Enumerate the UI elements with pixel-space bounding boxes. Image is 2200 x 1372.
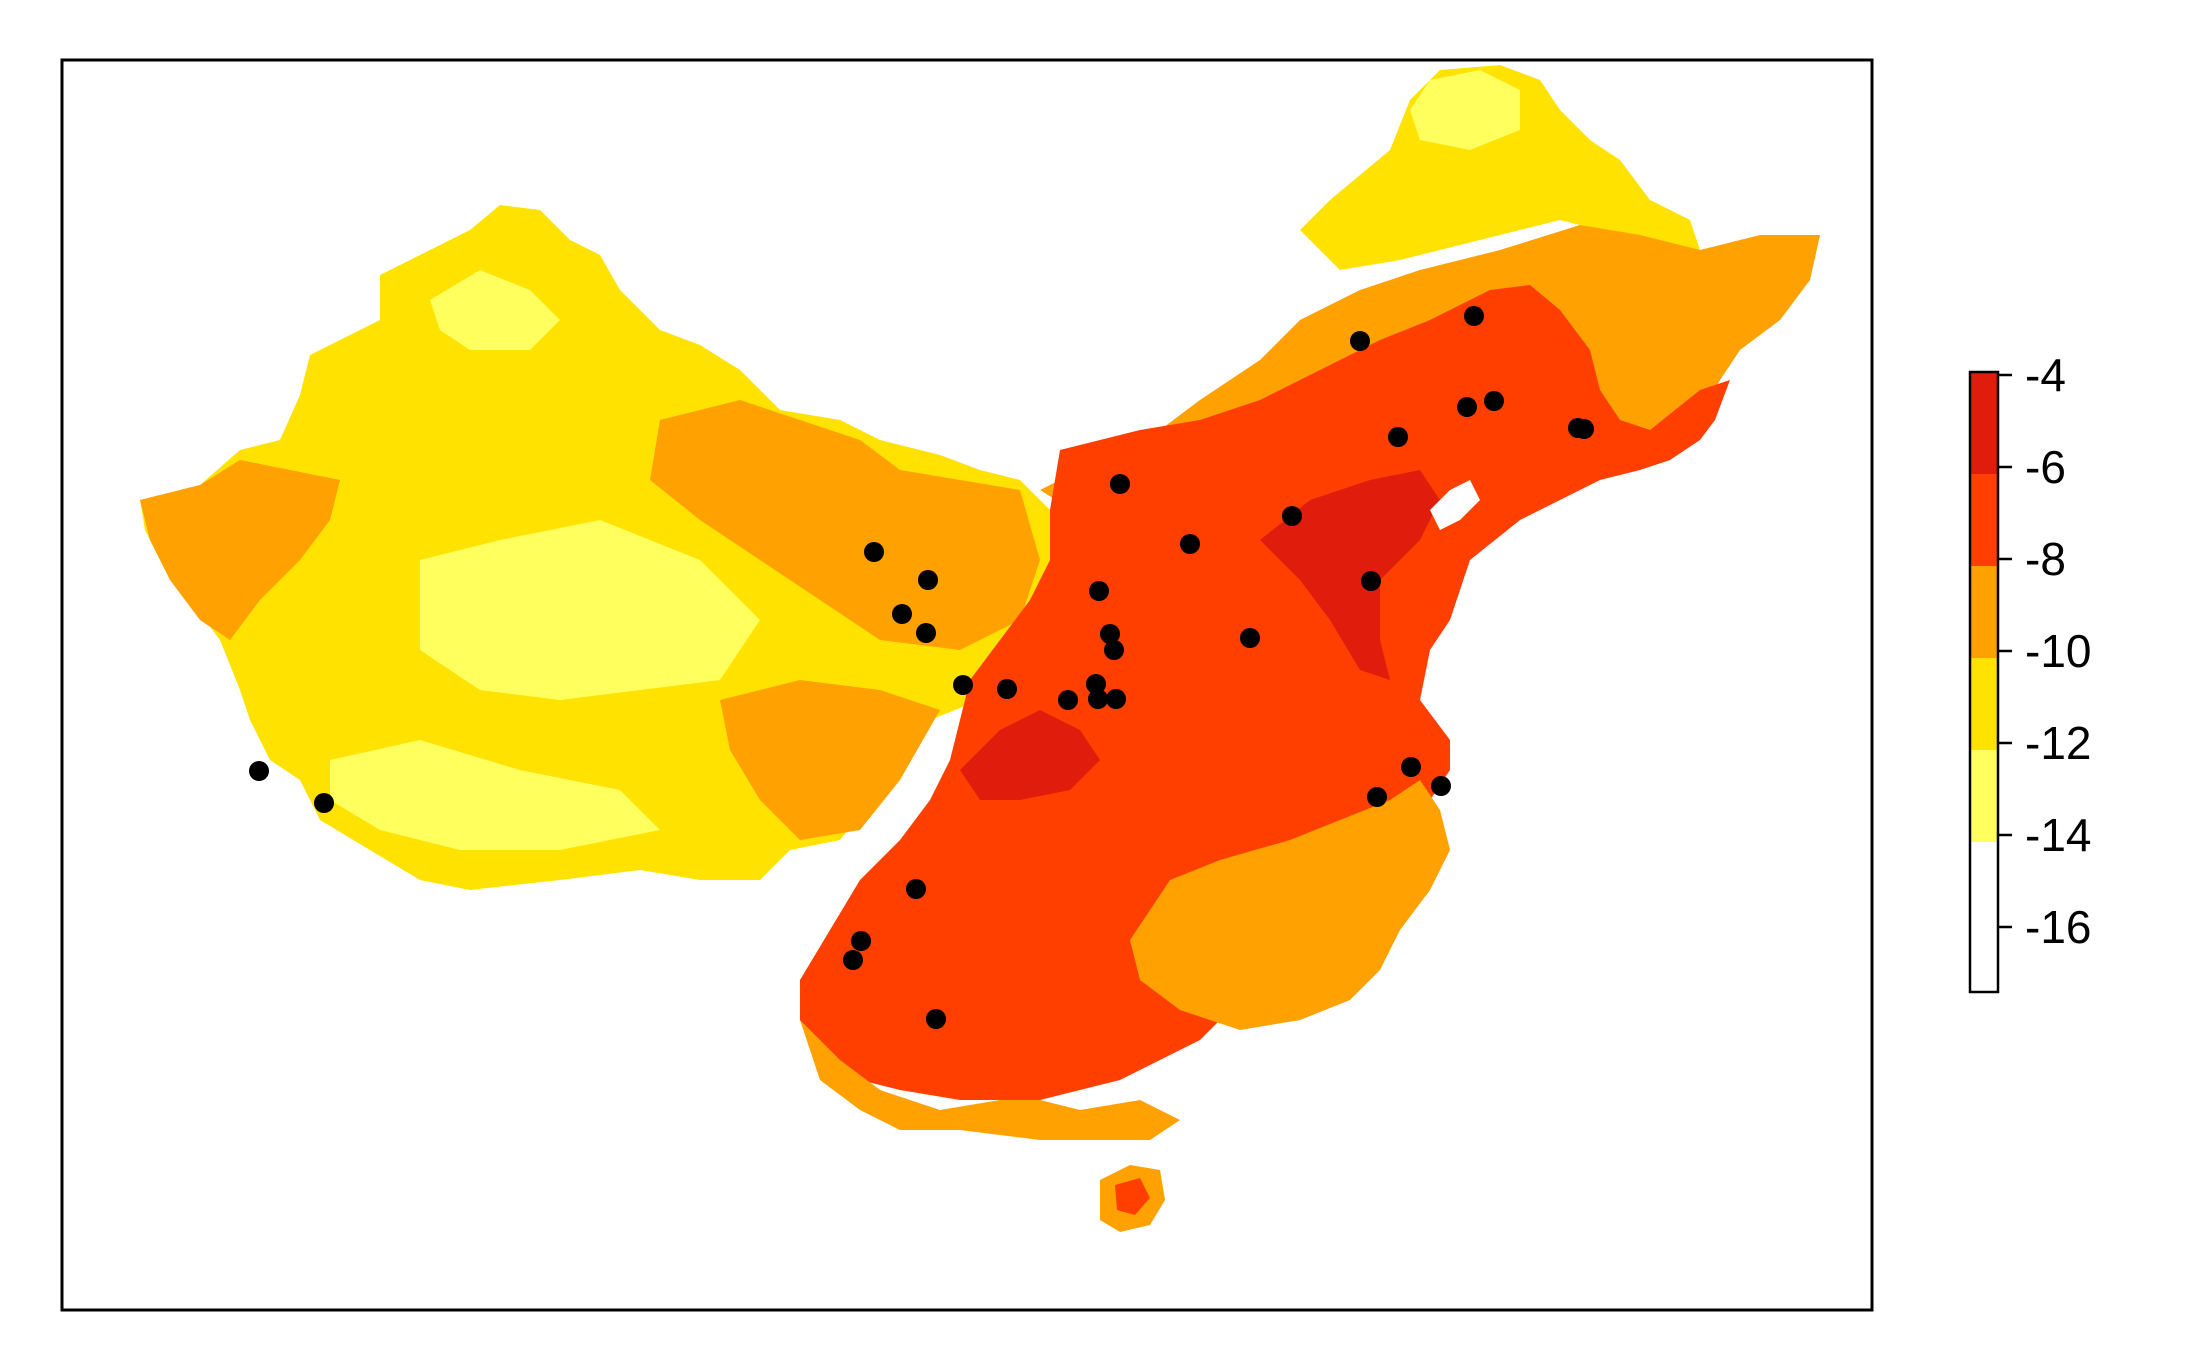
- legend-band-1: [1970, 372, 1998, 382]
- site-point: [1240, 628, 1260, 648]
- site-point: [314, 793, 334, 813]
- color-legend: -4 -6 -8 -10 -12 -14 -16: [1968, 349, 2091, 994]
- site-point: [1088, 689, 1108, 709]
- site-point: [1367, 787, 1387, 807]
- site-point: [1401, 757, 1421, 777]
- site-point: [1110, 474, 1130, 494]
- legend-band-6: [1970, 750, 1998, 842]
- region-hainan-inner: [1115, 1178, 1150, 1215]
- bohai-sea: [1430, 480, 1480, 530]
- site-point: [1058, 690, 1078, 710]
- legend-frame: [1968, 370, 2000, 994]
- region-sichuan-darkred: [960, 710, 1100, 800]
- region-southeast-orange: [1130, 780, 1450, 1030]
- legend-band-2: [1970, 382, 1998, 474]
- region-east-redorange: [800, 285, 1730, 1100]
- site-point: [1104, 640, 1124, 660]
- site-point: [843, 950, 863, 970]
- site-point: [926, 1009, 946, 1029]
- region-qinghai-orange: [720, 680, 940, 840]
- site-point: [851, 931, 871, 951]
- region-north-china-darkred: [1260, 470, 1440, 680]
- legend-label-6: -16: [2025, 901, 2091, 953]
- legend-band-7: [1970, 842, 1998, 992]
- site-point: [1106, 689, 1126, 709]
- china-map: [140, 65, 1820, 1232]
- legend-label-2: -8: [2025, 533, 2066, 585]
- legend-ticks: [1998, 373, 2012, 929]
- site-point: [1086, 674, 1106, 694]
- region-tarim-light: [420, 520, 760, 700]
- site-point: [1089, 581, 1109, 601]
- site-point: [1431, 776, 1451, 796]
- site-point: [916, 623, 936, 643]
- region-south-coast-orange: [800, 1020, 1180, 1140]
- site-point: [1464, 306, 1484, 326]
- site-point: [864, 542, 884, 562]
- site-point: [892, 604, 912, 624]
- region-northeast-lightyellow: [1410, 70, 1520, 150]
- site-point: [1574, 419, 1594, 439]
- legend-label-1: -6: [2025, 441, 2066, 493]
- legend-label-0: -4: [2025, 349, 2066, 401]
- region-north-light: [430, 270, 560, 350]
- site-point: [1457, 397, 1477, 417]
- site-point: [1484, 391, 1504, 411]
- site-points: [249, 306, 1594, 1029]
- site-point: [953, 675, 973, 695]
- region-northeast-yellow: [1300, 65, 1700, 270]
- site-point: [997, 679, 1017, 699]
- site-point: [1361, 571, 1381, 591]
- site-point: [1388, 427, 1408, 447]
- site-point: [1180, 534, 1200, 554]
- site-point: [1350, 331, 1370, 351]
- site-point: [1282, 506, 1302, 526]
- region-west-orange: [140, 460, 340, 640]
- legend-band-5: [1970, 658, 1998, 750]
- site-point: [1100, 624, 1120, 644]
- legend-band-3: [1970, 474, 1998, 566]
- site-point: [249, 761, 269, 781]
- region-tibet-light: [330, 740, 660, 850]
- legend-label-5: -14: [2025, 809, 2091, 861]
- region-gansu-orange: [650, 400, 1040, 650]
- legend-band-4: [1970, 566, 1998, 658]
- legend-label-3: -10: [2025, 625, 2091, 677]
- site-point: [918, 570, 938, 590]
- legend-label-4: -12: [2025, 717, 2091, 769]
- site-point: [906, 879, 926, 899]
